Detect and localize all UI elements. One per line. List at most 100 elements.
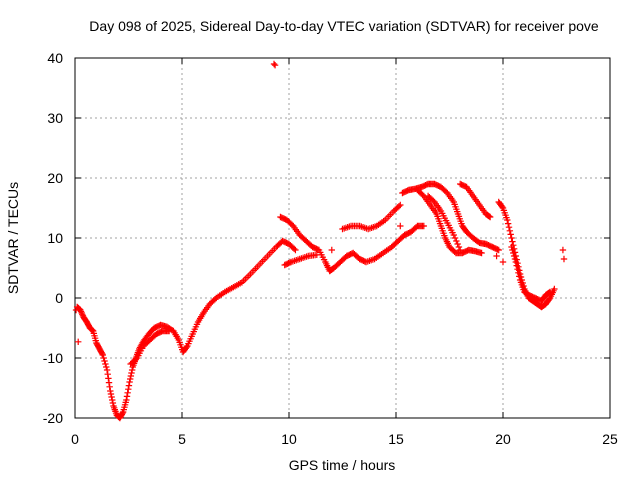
data-point bbox=[127, 375, 134, 383]
data-point bbox=[560, 255, 568, 263]
data-point bbox=[271, 62, 279, 69]
data-point bbox=[128, 369, 135, 377]
data-point bbox=[420, 222, 428, 230]
data-point bbox=[125, 386, 132, 393]
data-point bbox=[107, 390, 115, 398]
x-tick-label: 25 bbox=[602, 431, 618, 447]
y-tick-label: 30 bbox=[47, 110, 63, 126]
data-point bbox=[290, 245, 298, 252]
data-point bbox=[508, 234, 515, 242]
data-point bbox=[450, 231, 457, 239]
data-point bbox=[499, 258, 507, 266]
data-point bbox=[515, 269, 522, 276]
data-point bbox=[103, 363, 110, 371]
data-point bbox=[104, 371, 111, 378]
x-tick-label: 20 bbox=[495, 431, 511, 447]
data-point bbox=[478, 249, 485, 257]
data-point bbox=[72, 306, 80, 314]
x-axis-label: GPS time / hours bbox=[289, 457, 396, 473]
data-point bbox=[123, 396, 130, 404]
data-point bbox=[498, 203, 506, 210]
data-point bbox=[551, 285, 558, 293]
y-tick-label: 20 bbox=[47, 170, 63, 186]
data-point bbox=[183, 344, 190, 351]
data-point bbox=[270, 60, 278, 68]
data-point bbox=[165, 327, 173, 335]
data-point bbox=[455, 243, 463, 251]
data-point bbox=[127, 372, 135, 380]
data-point bbox=[99, 351, 107, 359]
data-point bbox=[77, 308, 85, 315]
x-tick-label: 10 bbox=[281, 431, 297, 447]
data-point bbox=[124, 389, 131, 396]
data-point bbox=[510, 249, 517, 257]
data-point bbox=[328, 246, 335, 254]
data-point bbox=[100, 354, 107, 362]
data-point bbox=[105, 379, 113, 386]
data-point bbox=[107, 387, 114, 395]
data-point bbox=[493, 252, 500, 260]
data-point bbox=[486, 213, 494, 221]
data-points bbox=[72, 60, 568, 422]
data-point bbox=[132, 356, 139, 363]
data-point bbox=[123, 393, 131, 400]
data-point bbox=[509, 238, 516, 245]
data-point bbox=[511, 255, 519, 263]
data-point bbox=[109, 396, 116, 404]
x-tick-labels: 0 5 10 15 20 25 bbox=[71, 431, 618, 447]
x-tick-label: 0 bbox=[71, 431, 79, 447]
data-point bbox=[546, 288, 554, 296]
y-tick-label: 0 bbox=[55, 290, 63, 306]
data-point bbox=[516, 273, 523, 280]
data-point bbox=[454, 240, 461, 248]
data-point bbox=[128, 366, 136, 374]
data-point bbox=[102, 360, 109, 368]
data-point bbox=[78, 309, 85, 317]
data-point bbox=[106, 383, 113, 390]
y-tick-label: 40 bbox=[47, 50, 63, 66]
data-point bbox=[512, 258, 520, 266]
data-point bbox=[109, 399, 117, 407]
x-tick-label: 15 bbox=[388, 431, 404, 447]
data-point bbox=[105, 375, 112, 382]
data-point bbox=[395, 203, 403, 210]
data-point bbox=[292, 246, 299, 254]
data-point bbox=[101, 357, 108, 365]
chart-title: Day 098 of 2025, Sidereal Day-to-day VTE… bbox=[89, 18, 599, 34]
grid bbox=[75, 58, 610, 418]
data-point bbox=[509, 246, 516, 254]
data-point bbox=[75, 338, 82, 345]
data-point bbox=[507, 231, 514, 238]
data-point bbox=[505, 224, 513, 231]
data-point bbox=[126, 378, 133, 386]
data-point bbox=[125, 382, 133, 389]
data-point bbox=[559, 246, 567, 254]
data-point bbox=[513, 262, 520, 269]
data-point bbox=[313, 251, 321, 258]
data-point bbox=[103, 366, 111, 374]
y-tick-labels: -20 -10 0 10 20 30 40 bbox=[43, 50, 63, 426]
x-tick-label: 5 bbox=[178, 431, 186, 447]
y-tick-label: -10 bbox=[43, 350, 63, 366]
data-point bbox=[506, 227, 514, 234]
y-axis-label: SDTVAR / TECUs bbox=[5, 182, 21, 294]
data-point bbox=[514, 266, 521, 273]
data-point bbox=[79, 311, 86, 318]
data-point bbox=[119, 410, 126, 417]
data-point bbox=[508, 243, 515, 251]
data-point bbox=[453, 237, 460, 245]
data-point bbox=[451, 234, 459, 242]
axis-ticks bbox=[74, 57, 611, 419]
data-point bbox=[457, 246, 464, 254]
data-point bbox=[98, 350, 106, 357]
data-point bbox=[510, 252, 518, 260]
data-point bbox=[108, 393, 115, 401]
y-tick-label: -20 bbox=[43, 410, 63, 426]
data-point bbox=[504, 220, 512, 227]
y-tick-label: 10 bbox=[47, 230, 63, 246]
data-point bbox=[397, 201, 404, 209]
data-point bbox=[495, 246, 502, 254]
data-point bbox=[397, 222, 404, 230]
data-point bbox=[504, 216, 511, 224]
